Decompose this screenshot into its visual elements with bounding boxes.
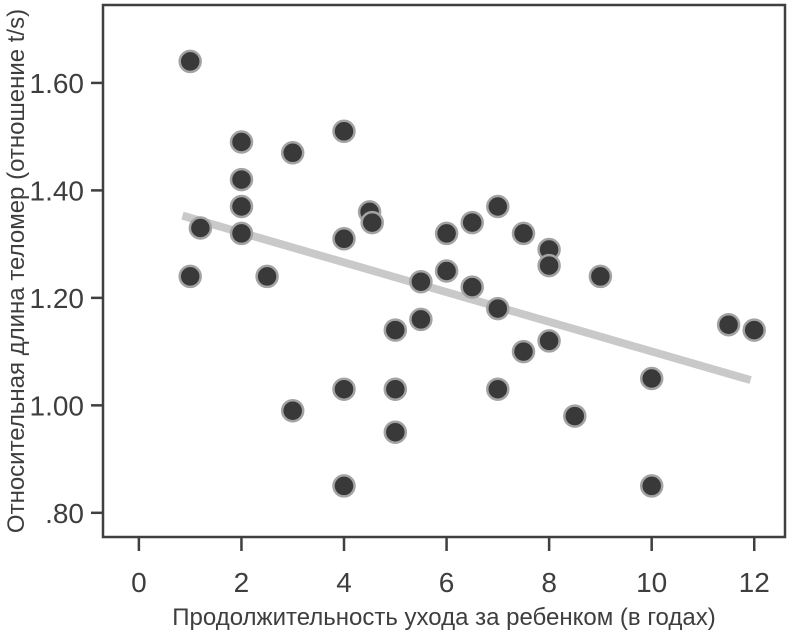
data-point [511, 339, 536, 364]
data-point [229, 130, 254, 154]
y-axis-ticks: .80 1.00 1.20 1.40 1.60 [30, 68, 103, 529]
data-point [716, 312, 741, 337]
data-point [178, 49, 202, 74]
data-point [434, 259, 459, 283]
x-tick-label: 12 [739, 567, 770, 598]
data-point [332, 119, 356, 144]
data-point [486, 377, 510, 401]
data-point [383, 318, 408, 342]
data-point [537, 253, 561, 278]
x-tick-label: 6 [439, 567, 455, 598]
data-point [460, 275, 484, 299]
data-point [563, 404, 587, 428]
data-point [383, 420, 408, 444]
data-point [332, 377, 356, 401]
data-point [229, 167, 254, 192]
x-tick-label: 0 [131, 567, 147, 598]
trend-line-layer [181, 211, 752, 384]
data-point [537, 329, 561, 353]
y-axis-title: Относительная длина теломер (отношение t… [3, 9, 30, 533]
data-point [639, 474, 664, 498]
y-tick-label: 1.00 [30, 390, 85, 421]
data-point [511, 221, 536, 246]
data-point [486, 194, 510, 219]
data-point [486, 296, 510, 321]
data-point [460, 210, 484, 235]
x-tick-label: 10 [636, 567, 667, 598]
y-tick-label: 1.40 [30, 175, 85, 206]
data-point [178, 264, 202, 289]
x-tick-label: 8 [541, 567, 557, 598]
data-point [639, 366, 664, 391]
data-point [229, 194, 254, 219]
x-axis-ticks: 0 2 4 6 8 10 12 [131, 537, 770, 598]
data-point [229, 221, 254, 246]
y-tick-label: .80 [45, 498, 84, 529]
data-points-layer [178, 49, 766, 498]
x-tick-label: 4 [336, 567, 352, 598]
data-point [255, 264, 279, 289]
plot-frame [101, 3, 787, 539]
data-point [280, 141, 305, 165]
data-point [383, 377, 408, 401]
data-point [332, 474, 356, 498]
data-point [742, 318, 766, 342]
x-axis-title: Продолжительность ухода за ребенком (в г… [172, 604, 715, 631]
x-tick-label: 2 [234, 567, 250, 598]
trend-line [181, 211, 752, 384]
y-tick-label: 1.60 [30, 68, 85, 99]
data-point [409, 307, 433, 332]
data-point [588, 264, 613, 289]
data-point [280, 398, 305, 423]
data-point [188, 216, 213, 240]
data-point [360, 210, 384, 235]
y-tick-label: 1.20 [30, 283, 85, 314]
data-point [409, 269, 433, 294]
data-point [332, 227, 356, 251]
data-point [434, 221, 459, 246]
